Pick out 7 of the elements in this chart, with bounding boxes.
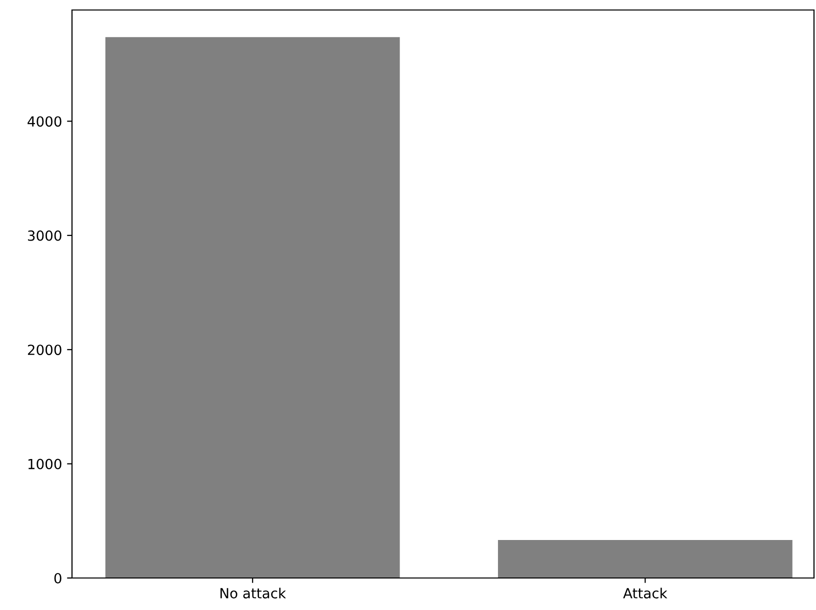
y-tick-label: 4000 (28, 116, 62, 127)
y-tick-label: 0 (54, 572, 62, 584)
x-tick-label: No attack (220, 588, 286, 598)
y-tick-label: 1000 (28, 458, 62, 470)
y-tick-label: 3000 (28, 230, 62, 241)
y-tick-label: 2000 (28, 344, 62, 356)
x-tick-label: Attack (623, 588, 668, 598)
